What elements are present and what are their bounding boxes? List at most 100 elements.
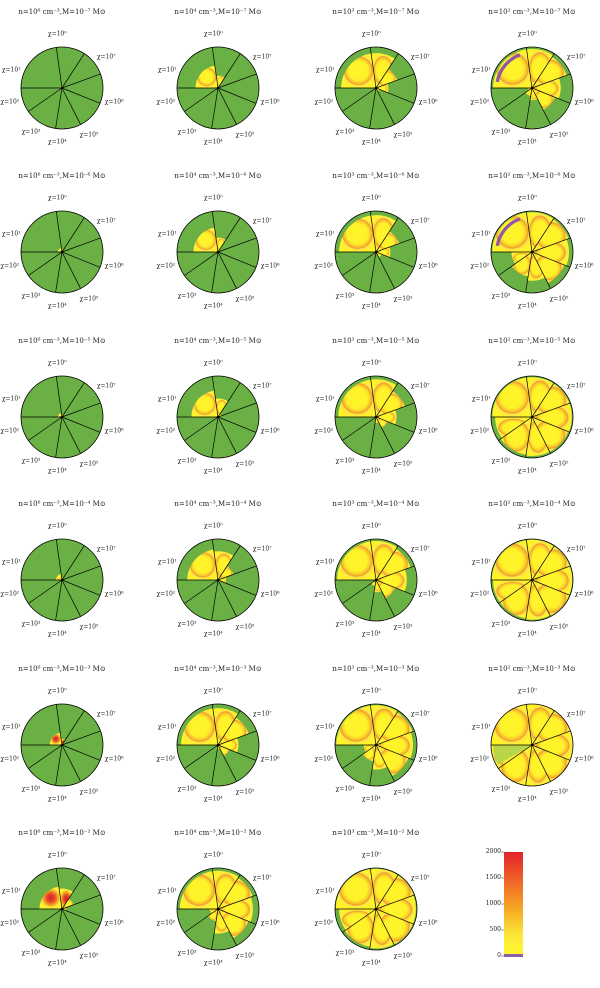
chi-ray bbox=[369, 376, 377, 418]
heated-sector bbox=[492, 212, 532, 252]
panel-title: n=10⁴ cm⁻³,M=10⁻³ M⊙ bbox=[174, 665, 262, 673]
chi-ray bbox=[61, 251, 81, 289]
panel-center bbox=[216, 86, 220, 90]
chi-ray bbox=[375, 382, 399, 418]
chi-ray bbox=[375, 53, 399, 89]
ray-label: χ=10⁵ bbox=[235, 295, 255, 303]
ray-label: χ=10¹ bbox=[471, 66, 491, 74]
colorbar-tick-label: 2000 bbox=[485, 848, 501, 855]
ray-label: χ=10³ bbox=[491, 457, 511, 465]
polar-panel bbox=[334, 867, 418, 951]
panel-center bbox=[60, 578, 64, 582]
heated-sector bbox=[218, 745, 230, 756]
heated-sector bbox=[370, 215, 397, 252]
heated-sector bbox=[187, 549, 218, 580]
chi-ray bbox=[28, 251, 63, 276]
heated-sector bbox=[526, 49, 554, 88]
panel-title: n=10⁶ cm⁻³,M=10⁻² M⊙ bbox=[18, 829, 106, 837]
ray-label: χ=10⁷ bbox=[410, 382, 430, 390]
chi-ray bbox=[531, 382, 555, 418]
ray-label: χ=10² bbox=[314, 590, 334, 598]
chi-ray bbox=[375, 579, 395, 617]
ray-label: χ=10⁶ bbox=[418, 427, 438, 435]
chi-ray bbox=[61, 730, 101, 746]
chi-ray bbox=[55, 908, 63, 950]
ray-label: χ=10³ bbox=[21, 949, 41, 957]
ray-label: χ=10³ bbox=[177, 949, 197, 957]
chi-ray bbox=[217, 251, 257, 268]
pale-wedge bbox=[493, 745, 532, 765]
ray-label: χ=10⁰ bbox=[361, 851, 381, 859]
ray-label: χ=10⁴ bbox=[203, 467, 223, 475]
heated-sector bbox=[376, 88, 380, 92]
ray-label: χ=10⁷ bbox=[410, 545, 430, 553]
heated-sector bbox=[370, 379, 397, 417]
ray-label: χ=10⁵ bbox=[549, 623, 569, 631]
chi-ray bbox=[369, 908, 377, 950]
heated-sector bbox=[59, 888, 74, 909]
ray-label: χ=10⁰ bbox=[517, 687, 537, 695]
ray-label: χ=10¹ bbox=[1, 230, 21, 238]
chi-ray bbox=[525, 251, 533, 293]
ray-label: χ=10⁵ bbox=[549, 295, 569, 303]
chi-ray bbox=[375, 545, 399, 581]
panel-center bbox=[60, 907, 64, 911]
heated-sector bbox=[216, 237, 226, 252]
chi-ray bbox=[28, 416, 63, 441]
chi-ray bbox=[217, 416, 257, 433]
chi-ray bbox=[531, 416, 571, 433]
chi-ray bbox=[498, 87, 533, 112]
polar-panel bbox=[20, 210, 104, 294]
ray-label: χ=10⁰ bbox=[203, 687, 223, 695]
chi-ray bbox=[369, 251, 377, 293]
heated-sector bbox=[491, 540, 532, 580]
ray-label: χ=10⁷ bbox=[96, 710, 116, 718]
heated-sector bbox=[193, 227, 218, 252]
chi-ray bbox=[525, 704, 533, 746]
ray-label: χ=10² bbox=[314, 98, 334, 106]
colorbar-tick-label: 0 bbox=[497, 952, 501, 959]
heated-sector bbox=[218, 566, 234, 580]
panel-center bbox=[374, 578, 378, 582]
chi-ray bbox=[55, 251, 63, 293]
heated-sector bbox=[216, 75, 225, 88]
chi-ray bbox=[61, 53, 85, 89]
heated-sector bbox=[376, 247, 391, 258]
ray-label: χ=10⁴ bbox=[47, 959, 67, 967]
panel-center bbox=[530, 578, 534, 582]
chi-ray bbox=[217, 87, 237, 125]
chi-ray bbox=[211, 868, 219, 910]
heated-sector bbox=[532, 88, 555, 110]
ray-label: χ=10⁵ bbox=[393, 623, 413, 631]
chi-ray bbox=[217, 908, 237, 946]
ray-label: χ=10³ bbox=[21, 457, 41, 465]
ray-label: χ=10⁶ bbox=[104, 427, 124, 435]
chi-ray bbox=[217, 382, 241, 418]
heated-sector bbox=[532, 239, 569, 266]
chi-ray bbox=[61, 744, 101, 761]
ray-label: χ=10³ bbox=[177, 785, 197, 793]
chi-ray bbox=[217, 874, 241, 910]
chi-ray bbox=[531, 53, 555, 89]
ray-label: χ=10⁵ bbox=[79, 460, 99, 468]
chi-ray bbox=[375, 217, 399, 253]
chi-ray bbox=[217, 73, 257, 89]
panel-title: n=10⁴ cm⁻³,M=10⁻² M⊙ bbox=[174, 829, 262, 837]
polar-panel bbox=[20, 867, 104, 951]
ray-label: χ=10² bbox=[0, 919, 20, 927]
ray-label: χ=10¹ bbox=[1, 723, 21, 731]
ray-label: χ=10⁰ bbox=[203, 851, 223, 859]
ray-label: χ=10³ bbox=[21, 128, 41, 136]
panel-title: n=10³ cm⁻³,M=10⁻⁷ M⊙ bbox=[332, 8, 420, 16]
panel-center bbox=[374, 86, 378, 90]
ray-label: χ=10⁷ bbox=[96, 545, 116, 553]
heated-sector bbox=[376, 83, 389, 93]
ray-label: χ=10¹ bbox=[157, 395, 177, 403]
chi-ray bbox=[531, 87, 551, 125]
chi-ray bbox=[217, 710, 241, 746]
ray-label: χ=10⁵ bbox=[393, 131, 413, 139]
heated-sector bbox=[376, 895, 416, 924]
chi-ray bbox=[217, 251, 237, 289]
polar-panel bbox=[334, 703, 418, 787]
